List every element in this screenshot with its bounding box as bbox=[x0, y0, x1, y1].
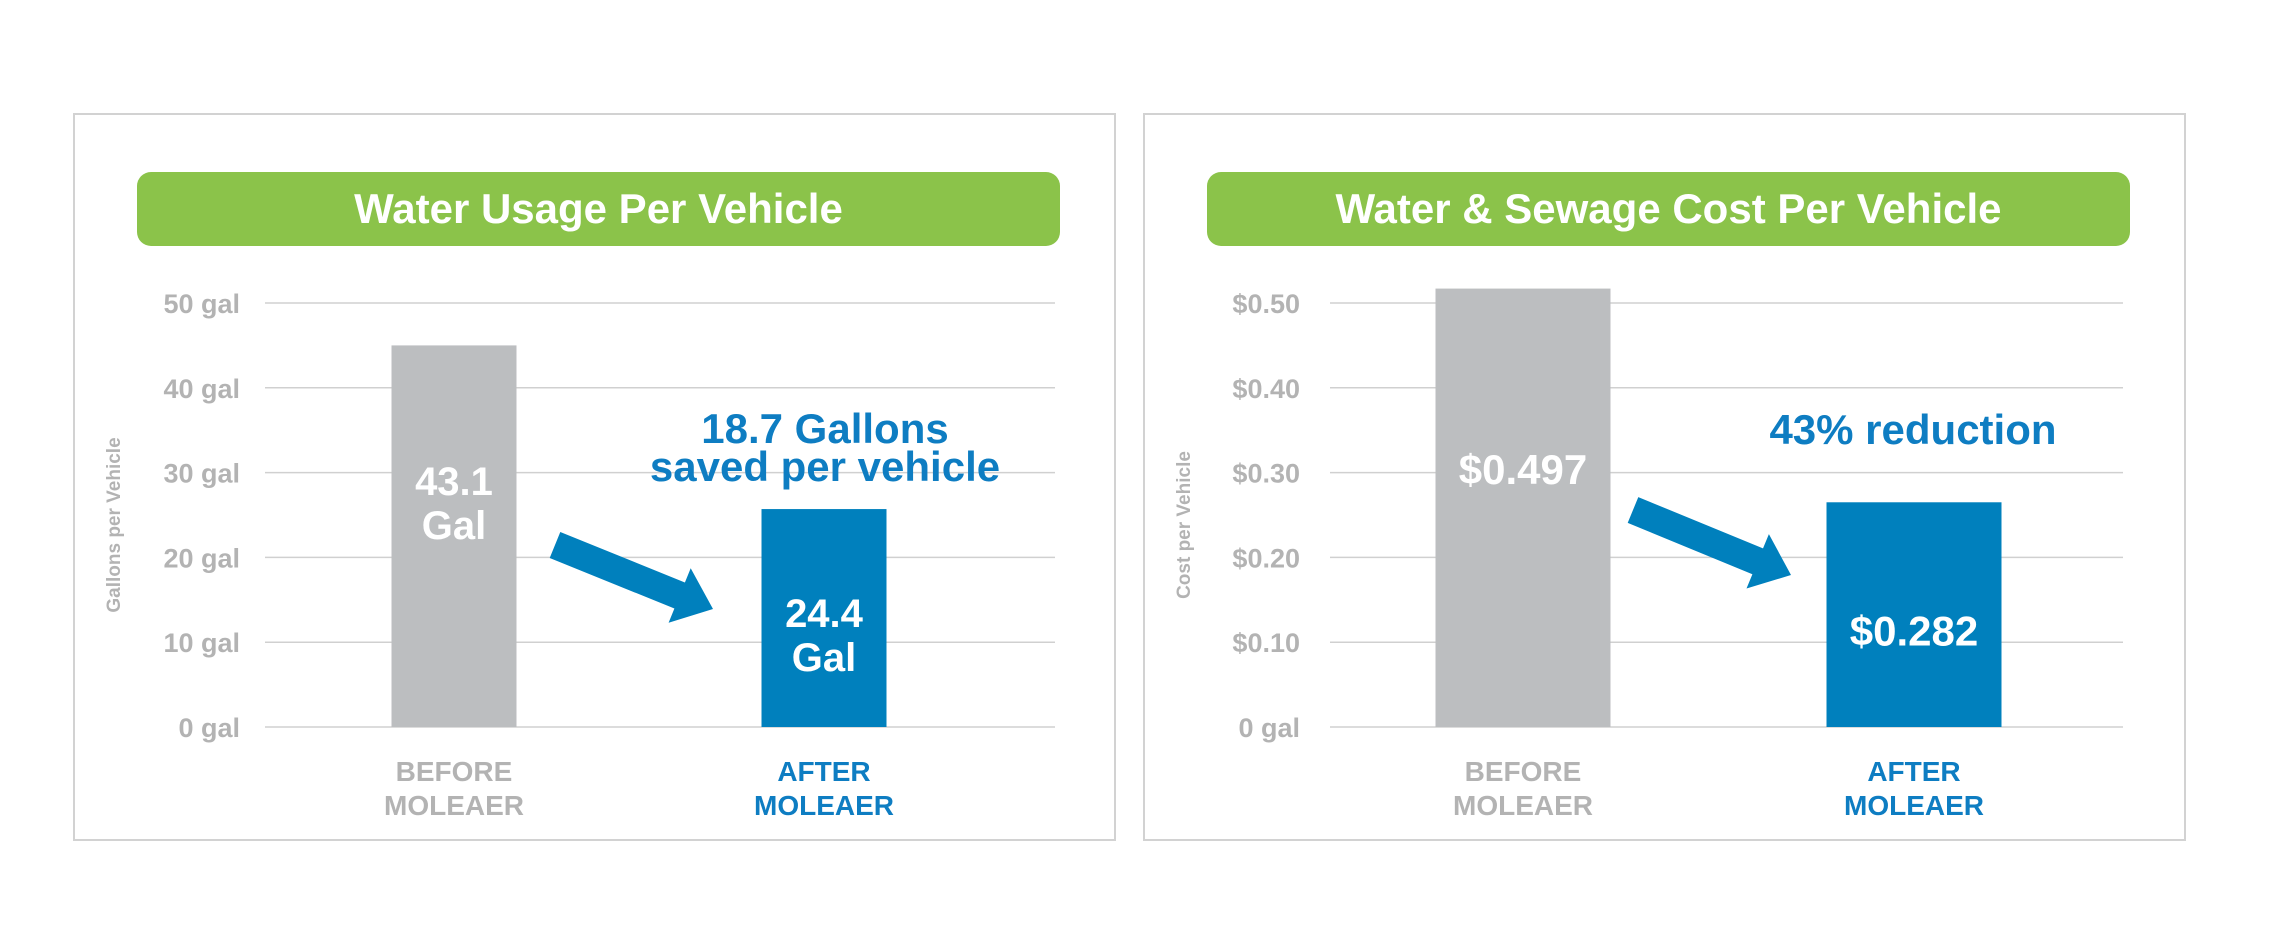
bar-value-label: 24.4 Gal bbox=[785, 592, 864, 680]
y-tick-label: 0 gal bbox=[1238, 713, 1300, 743]
reduction-arrow-icon bbox=[549, 532, 713, 623]
bar-value-label: $0.497 bbox=[1459, 446, 1587, 493]
bar-value-label: $0.282 bbox=[1850, 608, 1978, 655]
y-axis-label: Gallons per Vehicle bbox=[104, 437, 125, 612]
y-tick-label: 20 gal bbox=[163, 543, 240, 573]
y-tick-label: 50 gal bbox=[163, 289, 240, 319]
after-bar bbox=[1826, 502, 2002, 727]
y-tick-label: 40 gal bbox=[163, 374, 240, 404]
y-tick-label: 30 gal bbox=[163, 459, 240, 489]
savings-annotation: 43% reduction bbox=[1769, 406, 2056, 453]
water-usage-chart-panel: Water Usage Per Vehicle 0 gal 10 gal 20 ga… bbox=[73, 113, 1116, 841]
y-axis-label: Cost per Vehicle bbox=[1174, 451, 1195, 599]
x-category-label: BEFORE MOLEAER bbox=[384, 756, 524, 821]
chart-title: Water Usage Per Vehicle bbox=[137, 172, 1060, 246]
reduction-arrow-icon bbox=[1627, 497, 1791, 589]
y-tick-label: $0.40 bbox=[1232, 374, 1300, 404]
y-tick-label: 10 gal bbox=[163, 628, 240, 658]
x-category-label: AFTER MOLEAER bbox=[754, 756, 894, 821]
y-tick-label: $0.50 bbox=[1232, 289, 1300, 319]
savings-annotation: 18.7 Gallons saved per vehicle bbox=[650, 405, 1000, 490]
before-bar bbox=[391, 345, 517, 727]
x-category-label: AFTER MOLEAER bbox=[1844, 756, 1984, 821]
chart-title: Water & Sewage Cost Per Vehicle bbox=[1207, 172, 2130, 246]
before-bar bbox=[1435, 288, 1611, 727]
y-tick-label: $0.30 bbox=[1232, 459, 1300, 489]
y-tick-label: $0.20 bbox=[1232, 543, 1300, 573]
cost-bar-chart: 0 gal $0.10 $0.20 $0.30 $0.40 $0.50 Cost per V… bbox=[1174, 288, 2123, 821]
cost-chart-panel: Water & Sewage Cost Per Vehicle 0 gal $0.… bbox=[1143, 113, 2186, 841]
after-bar bbox=[761, 509, 887, 727]
x-category-label: BEFORE MOLEAER bbox=[1453, 756, 1593, 821]
y-tick-label: $0.10 bbox=[1232, 628, 1300, 658]
bar-value-label: 43.1 Gal bbox=[415, 460, 493, 548]
water-usage-bar-chart: 0 gal 10 gal 20 gal 30 gal 40 gal 50 gal Gallo… bbox=[104, 289, 1055, 821]
y-tick-label: 0 gal bbox=[178, 713, 240, 743]
